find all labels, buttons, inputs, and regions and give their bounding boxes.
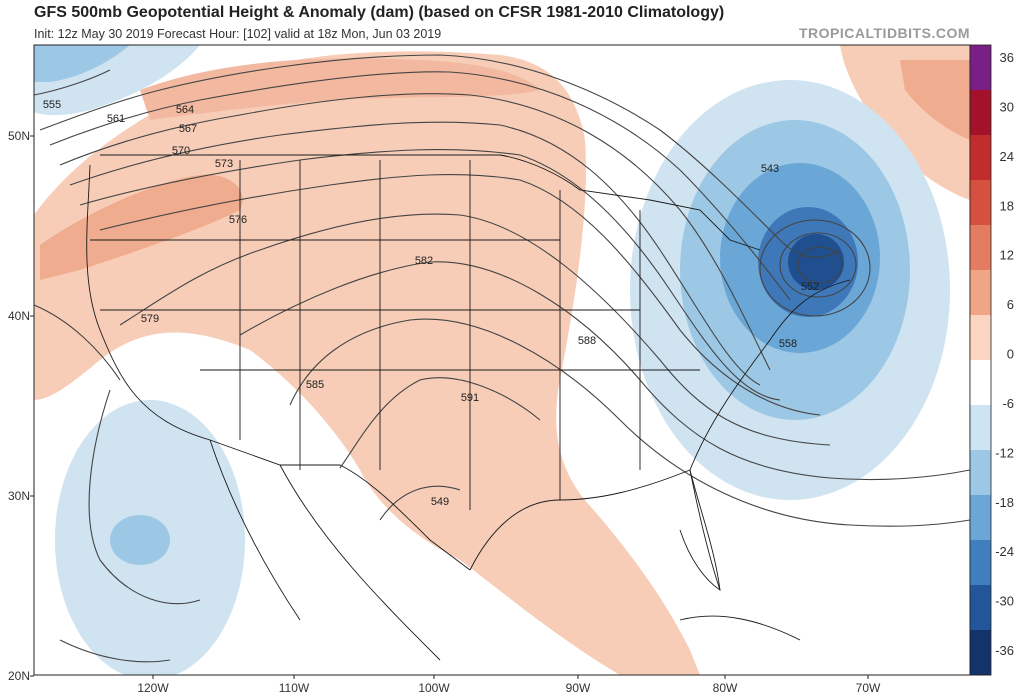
contour-591 xyxy=(379,485,461,521)
longitude-labels: 120W 110W 100W 90W 80W 70W xyxy=(137,675,881,695)
contour-564 xyxy=(49,71,791,301)
contour-576 xyxy=(99,174,821,416)
colorbar-frame xyxy=(969,44,992,676)
colorbar: 36 30 24 18 12 6 0 -6 -12 -18 -24 -30 -36 xyxy=(969,44,1014,676)
colorbar-label: 24 xyxy=(1000,149,1014,164)
longitude-label: 70W xyxy=(856,681,881,695)
colorbar-swatch xyxy=(970,360,991,406)
colorbar-swatch xyxy=(970,405,991,451)
contour-585 xyxy=(289,318,970,527)
longitude-label: 80W xyxy=(713,681,738,695)
colorbar-label: -30 xyxy=(995,594,1014,609)
contour-label: 558 xyxy=(779,338,797,350)
contour-579-west xyxy=(34,304,121,381)
colorbar-swatch xyxy=(970,495,991,541)
contour-582 xyxy=(239,261,970,481)
colorbar-label: 0 xyxy=(1007,347,1014,362)
colorbar-swatch xyxy=(970,90,991,136)
latitude-label: 20N xyxy=(8,669,30,683)
mexico-west-coast xyxy=(279,464,441,661)
colorbar-label: 12 xyxy=(1000,248,1014,263)
colorbar-label: 30 xyxy=(1000,99,1014,114)
contour-label: 588 xyxy=(578,335,596,347)
colorbar-label: 18 xyxy=(1000,198,1014,213)
contour-585-west xyxy=(59,639,171,663)
contour-588 xyxy=(339,377,541,469)
colorbar-swatch xyxy=(970,180,991,226)
contour-label: 576 xyxy=(229,214,247,226)
colorbar-swatch xyxy=(970,225,991,271)
colorbar-label: 6 xyxy=(1007,297,1014,312)
cuba xyxy=(679,615,801,641)
longitude-label: 120W xyxy=(137,681,169,695)
us-canada-border xyxy=(100,154,761,251)
latitude-label: 40N xyxy=(8,309,30,323)
colorbar-label: -24 xyxy=(995,544,1014,559)
baja xyxy=(209,439,301,621)
contour-582-west xyxy=(88,389,201,605)
colorbar-label: -6 xyxy=(1002,396,1014,411)
contour-label: 561 xyxy=(107,113,125,125)
map-title: GFS 500mb Geopotential Height & Anomaly … xyxy=(34,4,725,21)
contour-label: 564 xyxy=(176,104,194,116)
contour-label: 543 xyxy=(761,163,779,175)
contour-label: 582 xyxy=(415,255,433,267)
contour-567 xyxy=(59,93,771,371)
gulf-coast xyxy=(469,469,721,591)
negative-anomaly-northwest-core xyxy=(34,45,130,82)
contour-561 xyxy=(39,54,841,258)
height-contours xyxy=(34,54,970,663)
contour-label: 552 xyxy=(801,281,819,293)
longitude-label: 110W xyxy=(279,681,310,695)
colorbar-swatch xyxy=(970,45,991,91)
us-west-coast xyxy=(86,164,211,441)
contour-low-1 xyxy=(797,246,843,284)
positive-anomaly-core xyxy=(40,174,243,280)
contour-555 xyxy=(34,69,111,96)
florida xyxy=(679,469,721,591)
colorbar-swatch xyxy=(970,630,991,676)
colorbar-swatch xyxy=(970,450,991,496)
longitude-label: 100W xyxy=(418,681,450,695)
us-mexico-border xyxy=(209,439,471,571)
contour-579 xyxy=(119,213,831,446)
colorbar-swatch xyxy=(970,270,991,316)
anomaly-shading xyxy=(34,45,970,675)
contour-label: 585 xyxy=(306,379,324,391)
colorbar-swatch xyxy=(970,315,991,361)
contour-label: 549 xyxy=(431,496,449,508)
contour-label: 570 xyxy=(172,145,190,157)
east-coast xyxy=(689,279,851,471)
negative-anomaly-california-core xyxy=(110,515,170,565)
political-boundaries xyxy=(86,154,851,661)
colorbar-swatch xyxy=(970,135,991,181)
contour-label: 567 xyxy=(179,123,197,135)
latitude-label: 30N xyxy=(8,489,30,503)
colorbar-label: -18 xyxy=(995,495,1014,510)
colorbar-swatch xyxy=(970,540,991,586)
contour-labels: 555 561 564 567 570 573 576 579 582 585 588 591 549 5… xyxy=(43,99,819,508)
colorbar-swatch xyxy=(970,585,991,631)
colorbar-label: -36 xyxy=(995,643,1014,658)
brand-watermark: TROPICALTIDBITS.COM xyxy=(798,25,970,41)
contour-label: 555 xyxy=(43,99,61,111)
latitude-labels: 50N 40N 30N 20N xyxy=(8,129,34,683)
contour-low-3 xyxy=(759,219,871,317)
contour-low-2 xyxy=(779,232,857,298)
map-subtitle: Init: 12z May 30 2019 Forecast Hour: [10… xyxy=(34,27,442,41)
latitude-label: 50N xyxy=(8,129,30,143)
colorbar-label: 36 xyxy=(1000,50,1014,65)
contour-label: 579 xyxy=(141,313,159,325)
contour-570 xyxy=(69,121,761,386)
contour-label: 573 xyxy=(215,158,233,170)
longitude-label: 90W xyxy=(566,681,591,695)
colorbar-label: -12 xyxy=(995,445,1014,460)
contour-573 xyxy=(79,149,781,401)
positive-anomaly-atlantic-core xyxy=(900,60,970,140)
contour-label: 591 xyxy=(461,392,479,404)
